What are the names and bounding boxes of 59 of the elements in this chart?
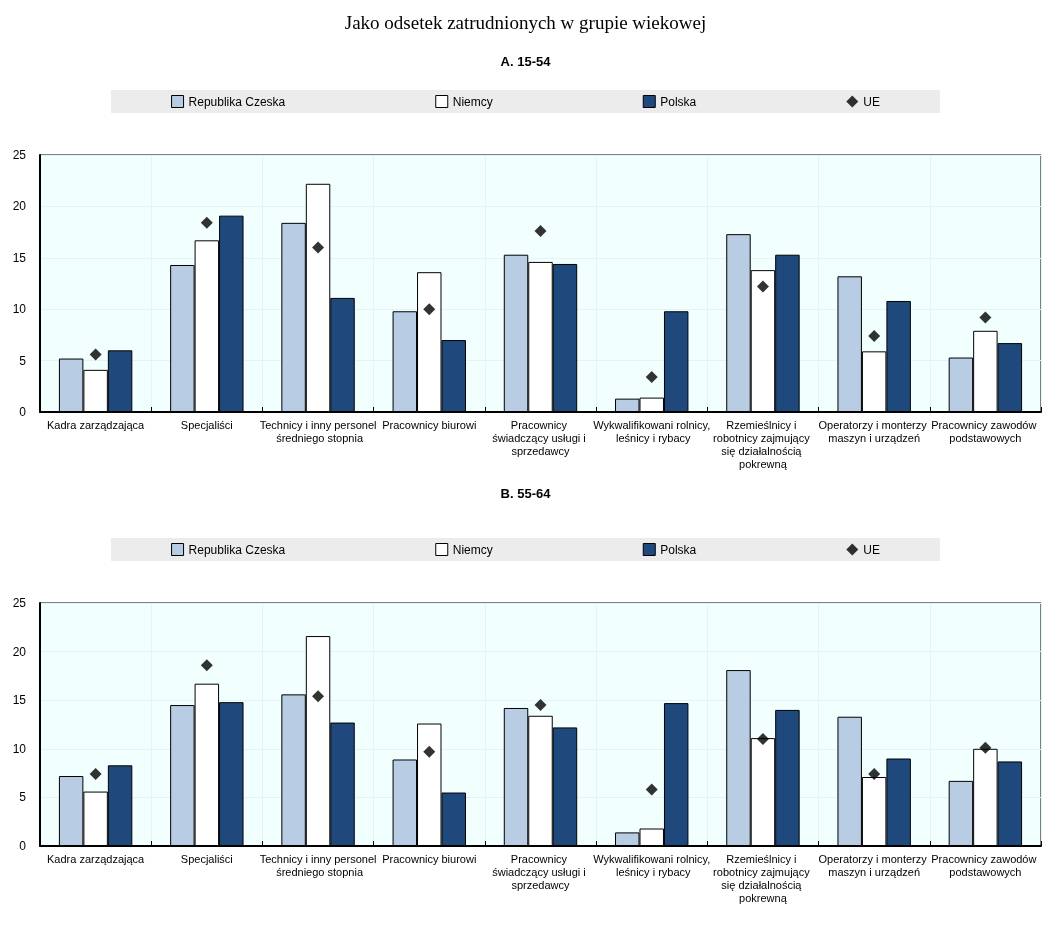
point <box>534 699 547 712</box>
chart-title: Jako odsetek zatrudnionych w grupie wiekowej <box>344 12 707 33</box>
x-tick-label: Technicy i inny personel średniego stopnia <box>259 852 377 878</box>
point <box>89 348 102 361</box>
legend-label: UE <box>863 94 880 109</box>
x-tick-label: Kadra zarządzająca <box>46 852 146 865</box>
point <box>423 303 436 316</box>
point <box>89 768 102 781</box>
x-tick-label: Wykwalifikowani rolnicy, leśnicy i rybacy <box>593 418 711 444</box>
chart-subtitle: A. 15-54 <box>500 54 552 69</box>
x-tick-label: Pracownicy świadczący usługi i sprzedawcy <box>492 852 589 891</box>
y-tick-label: 25 <box>12 596 27 610</box>
x-tick-label: Pracownicy biurowi <box>382 852 477 865</box>
x-tick-label: Specjaliści <box>180 852 233 865</box>
legend-label: Niemcy <box>452 94 493 109</box>
point <box>756 733 769 746</box>
x-tick-label: Pracownicy zawodów podstawowych <box>931 418 1040 444</box>
legend-label: Republika Czeska <box>188 94 286 109</box>
point <box>312 241 325 254</box>
point <box>200 216 213 229</box>
x-tick-label: Operatorzy i monterzy maszyn i urządzeń <box>818 418 930 444</box>
legend-label: Polska <box>660 94 697 109</box>
y-tick-label: 15 <box>12 250 27 265</box>
point <box>756 280 769 293</box>
x-tick-label: Pracownicy zawodów podstawowych <box>931 852 1040 878</box>
y-tick-label: 25 <box>12 148 27 162</box>
point <box>200 659 213 672</box>
x-tick-label: Wykwalifikowani rolnicy, leśnicy i rybacy <box>593 852 711 878</box>
point <box>645 371 658 384</box>
x-tick-label: Kadra zarządzająca <box>46 418 146 431</box>
point <box>645 783 658 796</box>
y-tick-label: 10 <box>12 302 27 317</box>
y-tick-label: 20 <box>12 199 27 214</box>
x-tick-label: Pracownicy świadczący usługi i sprzedawcy <box>492 418 589 457</box>
legend-label: UE <box>863 542 880 557</box>
point <box>979 311 992 324</box>
point <box>423 745 436 758</box>
y-tick-label: 20 <box>12 644 27 659</box>
x-tick-label: Rzemieślnicy i robotnicy zajmujący się działalnością pokrewną <box>713 418 813 470</box>
x-tick-label: Pracownicy biurowi <box>382 418 477 431</box>
point <box>868 768 881 781</box>
y-tick-label: 0 <box>19 839 27 853</box>
point <box>312 690 325 703</box>
point <box>534 225 547 238</box>
y-tick-label: 5 <box>19 790 27 805</box>
x-tick-label: Specjaliści <box>180 418 233 431</box>
legend-label: Republika Czeska <box>188 542 286 557</box>
legend-label: Polska <box>660 542 697 557</box>
y-tick-label: 15 <box>12 693 27 708</box>
x-tick-label: Technicy i inny personel średniego stopnia <box>259 418 377 444</box>
point <box>868 329 881 342</box>
y-tick-label: 5 <box>19 353 27 368</box>
chart-title: B. 55-64 <box>500 486 552 501</box>
x-tick-label: Operatorzy i monterzy maszyn i urządzeń <box>818 852 930 878</box>
point <box>979 741 992 754</box>
y-tick-label: 0 <box>19 405 27 419</box>
y-tick-label: 10 <box>12 741 27 756</box>
x-tick-label: Rzemieślnicy i robotnicy zajmujący się działalnością pokrewną <box>713 852 813 904</box>
legend-label: Niemcy <box>452 542 493 557</box>
